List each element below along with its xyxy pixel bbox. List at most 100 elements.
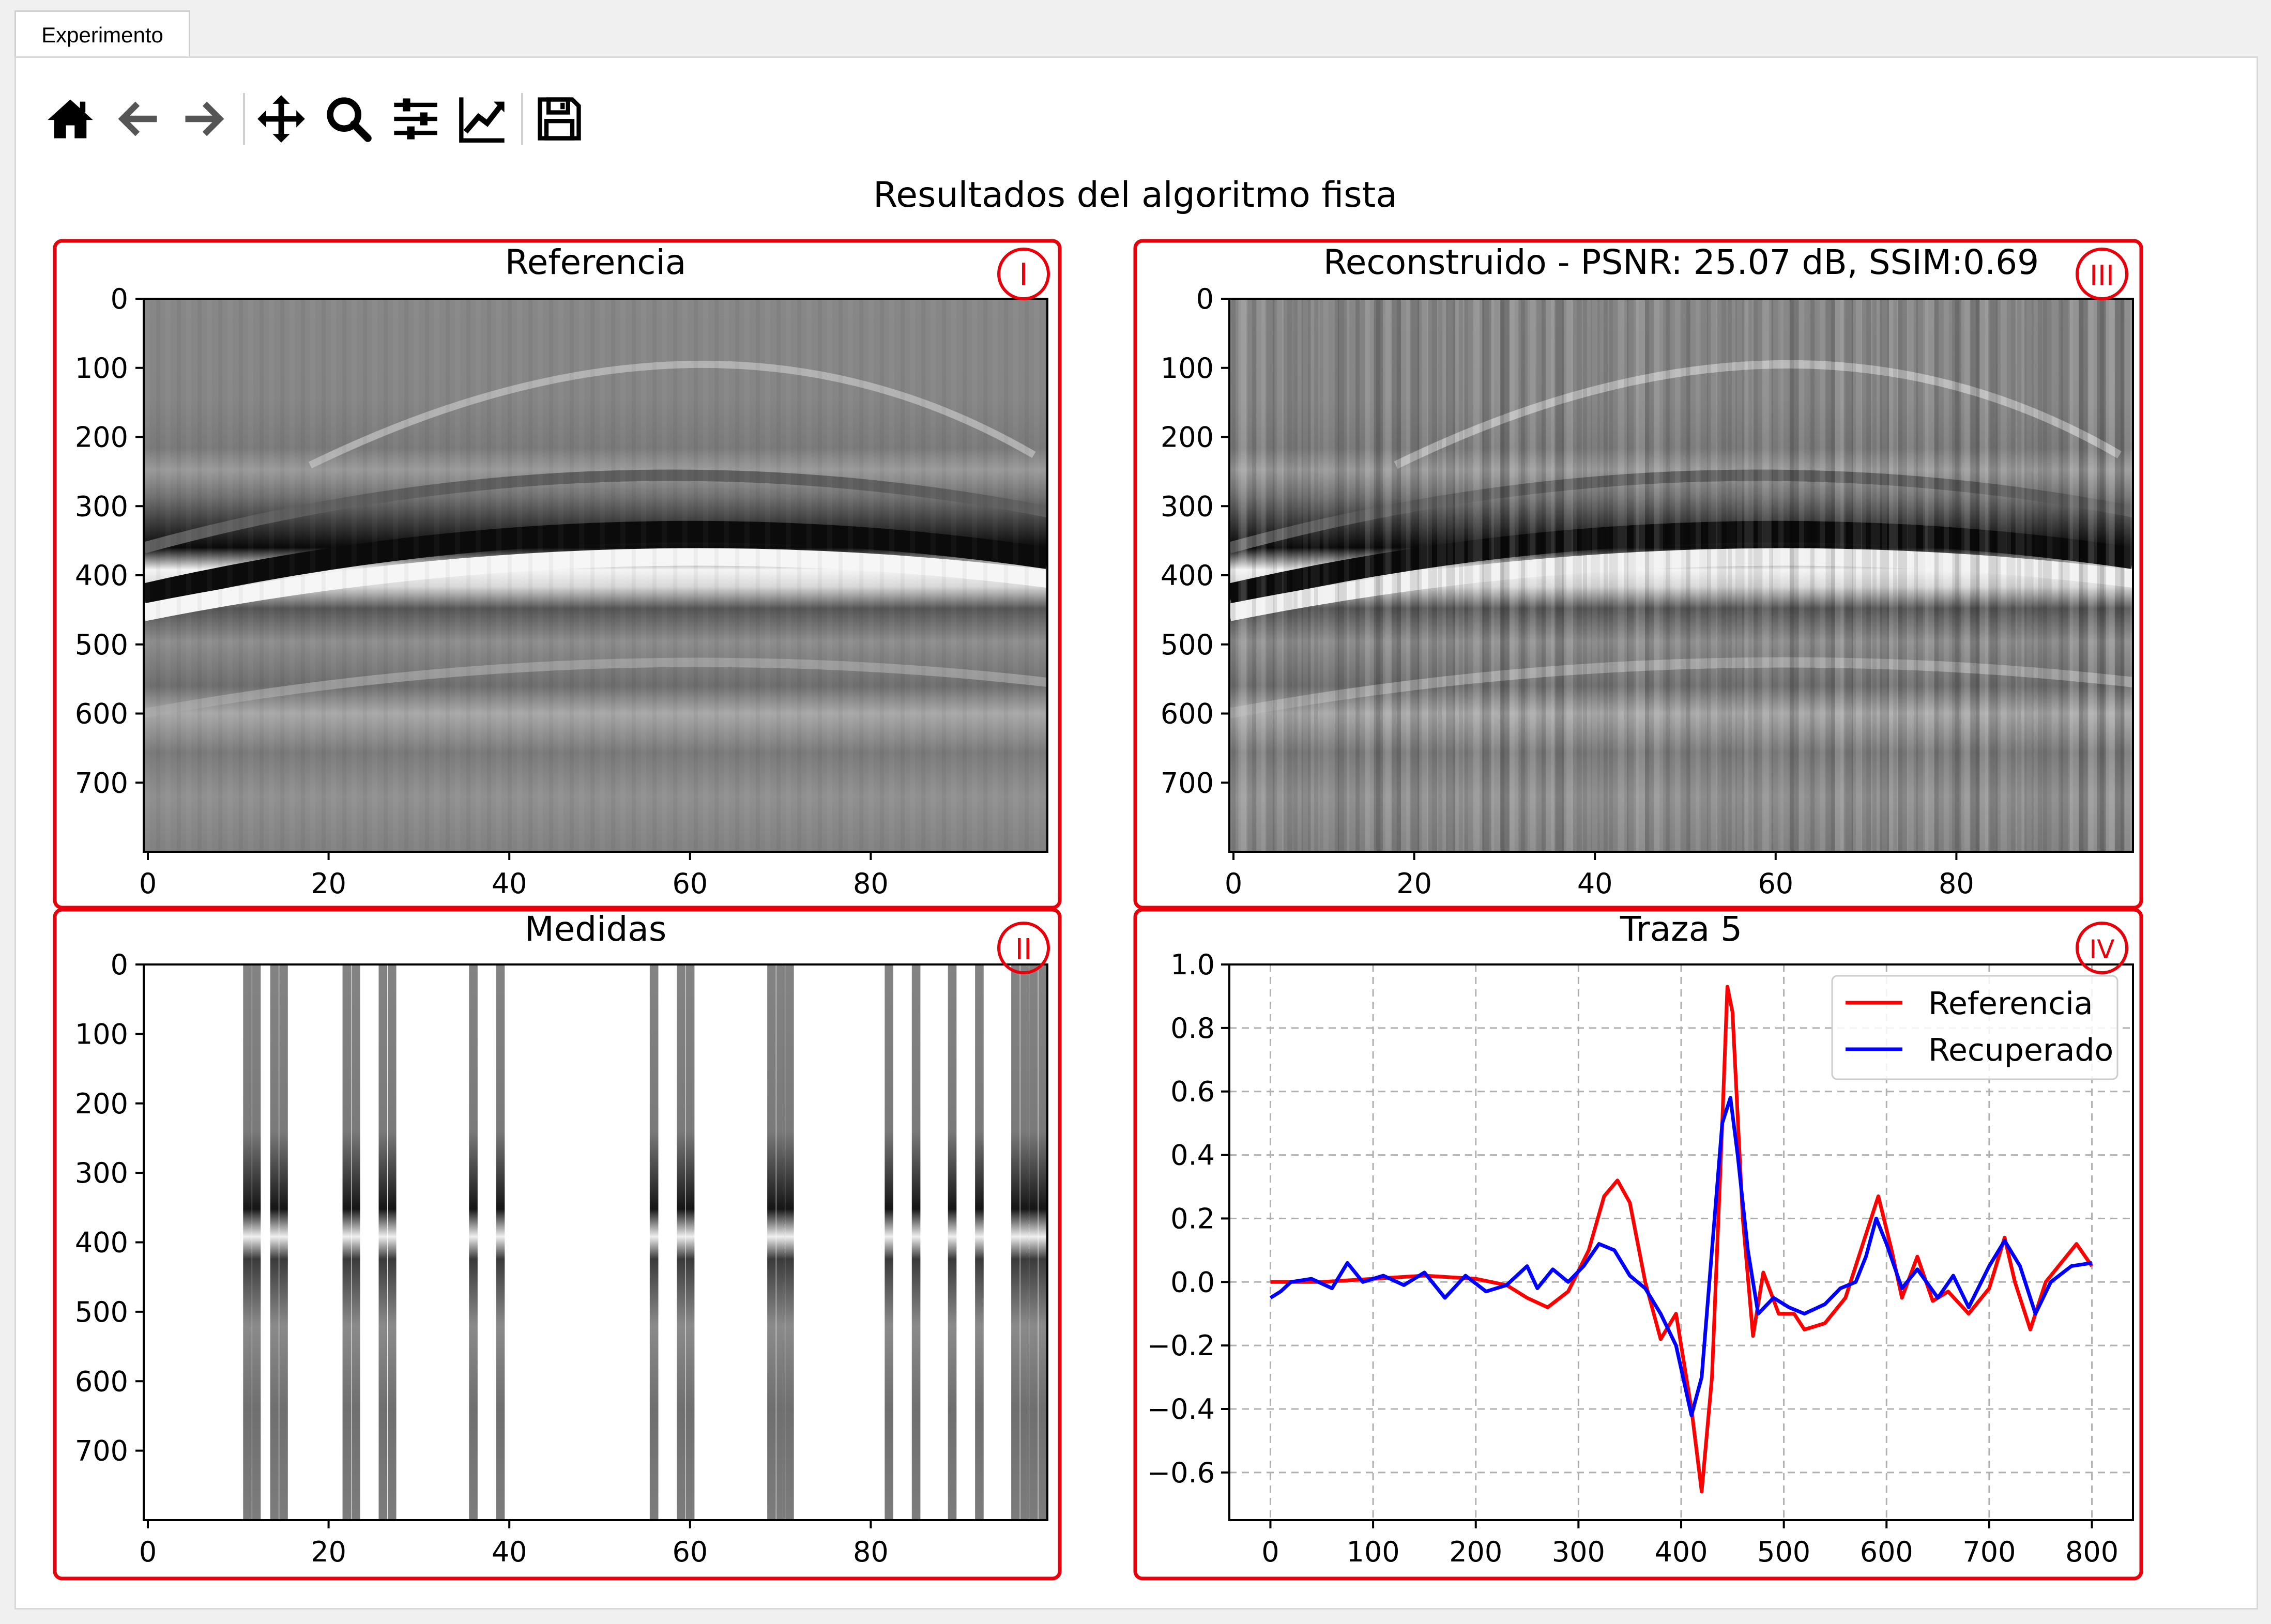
- sampled-column: [975, 964, 984, 1520]
- sampled-column: [387, 964, 397, 1520]
- recon-noise-column: [2006, 299, 2016, 852]
- recon-noise-column: [1347, 299, 1355, 852]
- y-tick-label: −0.2: [1147, 1329, 1215, 1362]
- y-tick-label: 700: [1161, 767, 1214, 799]
- recon-noise-column: [2034, 299, 2043, 852]
- x-tick-label: 40: [492, 867, 527, 900]
- recon-noise-column: [1600, 299, 1609, 852]
- home-button[interactable]: [41, 90, 99, 148]
- x-tick-label: 400: [1654, 1536, 1708, 1568]
- recon-noise-column: [1943, 299, 1952, 852]
- recon-noise-column: [1871, 299, 1880, 852]
- y-tick-label: 100: [75, 1018, 128, 1050]
- y-tick-label: 400: [75, 1227, 128, 1259]
- annotation-box-iii: [1133, 239, 2143, 910]
- recon-noise-column: [1970, 299, 1979, 852]
- recon-noise-column: [1726, 299, 1735, 852]
- recon-noise-column: [1500, 299, 1510, 852]
- recon-noise-column: [2124, 299, 2133, 852]
- recon-noise-column: [1356, 299, 1365, 852]
- recon-noise-column: [1952, 299, 1961, 852]
- y-tick-label: 200: [1161, 421, 1214, 454]
- recon-noise-column: [1789, 299, 1799, 852]
- recon-noise-column: [1591, 299, 1600, 852]
- save-icon: [538, 97, 581, 141]
- recon-noise-column: [1916, 299, 1925, 852]
- recon-noise-column: [1961, 299, 1971, 852]
- y-tick-label: −0.6: [1147, 1457, 1215, 1489]
- panel-reconstruido: Reconstruido - PSNR: 25.07 dB, SSIM:0.69…: [1133, 239, 2143, 910]
- y-tick-label: 0.6: [1170, 1076, 1215, 1108]
- annotation-marker-i: I: [1019, 257, 1028, 293]
- recon-noise-column: [1256, 299, 1266, 852]
- recon-noise-column: [1780, 299, 1789, 852]
- sampled-column: [270, 964, 279, 1520]
- y-tick-label: −0.4: [1147, 1393, 1215, 1426]
- save-button[interactable]: [530, 90, 588, 148]
- recon-noise-column: [1717, 299, 1727, 852]
- recon-noise-column: [1762, 299, 1772, 852]
- annotation-marker-ii: II: [1015, 933, 1032, 967]
- recon-noise-column: [1410, 299, 1420, 852]
- referencia-x-ticks: 0 20 40 60 80: [139, 852, 889, 900]
- y-tick-label: 400: [75, 559, 128, 592]
- recon-noise-column: [1437, 299, 1446, 852]
- recon-noise-column: [1365, 299, 1374, 852]
- reconstruido-title: Reconstruido - PSNR: 25.07 dB, SSIM:0.69: [1323, 242, 2039, 282]
- sampled-column: [1011, 964, 1020, 1520]
- recon-noise-column: [1636, 299, 1645, 852]
- medidas-y-ticks: 0 100 200 300 400 500 600 700: [75, 948, 144, 1467]
- sampled-column: [252, 964, 261, 1520]
- y-tick-label: 300: [1161, 490, 1214, 523]
- recon-noise-column: [1862, 299, 1871, 852]
- annotation-box-iv: [1133, 908, 2143, 1581]
- back-button[interactable]: [109, 90, 166, 148]
- sampled-column: [785, 964, 794, 1520]
- recon-noise-column: [1690, 299, 1699, 852]
- recon-noise-column: [1238, 299, 1247, 852]
- annotation-box-i: [53, 239, 1062, 910]
- recon-noise-column: [1645, 299, 1654, 852]
- figure-suptitle: Resultados del algoritmo fista: [873, 175, 1397, 216]
- recon-noise-column: [1672, 299, 1681, 852]
- x-tick-label: 0: [139, 867, 157, 900]
- recon-noise-column: [1554, 299, 1564, 852]
- toolbar-separator: [521, 93, 523, 145]
- sampled-column: [776, 964, 785, 1520]
- reconstruido-x-ticks: 0 20 40 60 80: [1225, 852, 1974, 900]
- forward-button[interactable]: [176, 90, 234, 148]
- y-tick-label: 0.4: [1170, 1139, 1215, 1172]
- y-tick-label: 400: [1161, 559, 1214, 592]
- tab-experimento[interactable]: Experimento: [14, 10, 190, 58]
- x-tick-label: 0: [139, 1536, 157, 1568]
- recon-noise-column: [1997, 299, 2007, 852]
- edit-axis-button[interactable]: [454, 90, 512, 148]
- x-tick-label: 300: [1552, 1536, 1605, 1568]
- subplots-config-button[interactable]: [387, 90, 445, 148]
- x-tick-label: 20: [311, 1536, 346, 1568]
- referencia-y-ticks: 0 100 200 300 400 500 600 700: [75, 283, 144, 799]
- sampled-column: [378, 964, 388, 1520]
- recon-noise-column: [2024, 299, 2034, 852]
- sampled-column: [1020, 964, 1029, 1520]
- recon-noise-column: [1663, 299, 1672, 852]
- zoom-button[interactable]: [319, 90, 377, 148]
- medidas-image: [144, 964, 1047, 1520]
- annotation-marker-iii: III: [2090, 259, 2114, 292]
- recon-noise-column: [1934, 299, 1943, 852]
- y-tick-label: 0: [111, 948, 128, 981]
- recon-noise-column: [1835, 299, 1844, 852]
- recon-noise-column: [1491, 299, 1501, 852]
- recon-noise-column: [1428, 299, 1438, 852]
- y-tick-label: 100: [1161, 352, 1214, 385]
- y-tick-label: 600: [75, 698, 128, 730]
- medidas-sampled-columns: [243, 964, 1047, 1520]
- x-tick-label: 600: [1860, 1536, 1913, 1568]
- recon-noise-column: [1247, 299, 1256, 852]
- recon-noise-column: [1383, 299, 1392, 852]
- pan-button[interactable]: [252, 90, 310, 148]
- y-tick-label: 500: [75, 1296, 128, 1328]
- home-icon: [48, 99, 93, 139]
- recon-noise-column: [2087, 299, 2097, 852]
